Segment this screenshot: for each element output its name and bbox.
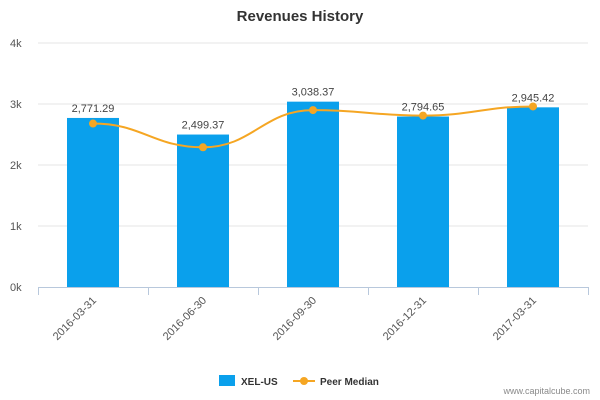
y-tick-label: 2k (10, 160, 22, 172)
legend-swatch-xel-us (219, 375, 235, 386)
bar-value-label: 2,945.42 (512, 92, 555, 104)
x-tick-label: 2016-03-31 (51, 295, 99, 343)
data-labels: 2,771.29 2,499.37 3,038.37 2,794.65 2,945.42 (72, 87, 555, 132)
peer-median-point (89, 119, 97, 128)
y-tick-label: 1k (10, 221, 22, 233)
x-tick-label: 2016-12-31 (381, 295, 429, 343)
bar-value-label: 2,499.37 (182, 120, 225, 132)
x-tick-label: 2016-09-30 (271, 295, 319, 343)
bar (287, 101, 339, 288)
bar-value-label: 2,794.65 (402, 102, 445, 114)
y-tick-label: 0k (10, 282, 22, 294)
bar (507, 107, 559, 287)
x-axis-ticks: 2016-03-31 2016-06-30 2016-09-30 2016-12-31… (51, 295, 539, 343)
chart-title: Revenues History (237, 8, 364, 25)
bar-value-label: 3,038.37 (292, 87, 335, 99)
credit-text: www.capitalcube.com (502, 386, 590, 396)
peer-median-point (419, 111, 427, 120)
x-axis (38, 287, 589, 295)
bar (177, 134, 229, 287)
bar (397, 116, 449, 287)
peer-median-line (89, 102, 537, 152)
y-axis-ticks: 0k 1k 2k 3k 4k (10, 38, 22, 294)
x-tick-label: 2017-03-31 (491, 295, 539, 343)
bar (67, 117, 119, 287)
y-tick-label: 4k (10, 38, 22, 50)
legend: XEL-US Peer Median (219, 375, 379, 388)
legend-label-peer-median: Peer Median (320, 377, 379, 388)
x-tick-label: 2016-06-30 (161, 295, 209, 343)
bars (67, 101, 559, 288)
peer-median-point (309, 106, 317, 115)
legend-swatch-marker-peer-median (300, 377, 308, 385)
legend-label-xel-us: XEL-US (241, 377, 278, 388)
y-tick-label: 3k (10, 99, 22, 111)
bar-value-label: 2,771.29 (72, 103, 115, 115)
peer-median-point (199, 143, 207, 152)
peer-median-point (529, 102, 537, 111)
